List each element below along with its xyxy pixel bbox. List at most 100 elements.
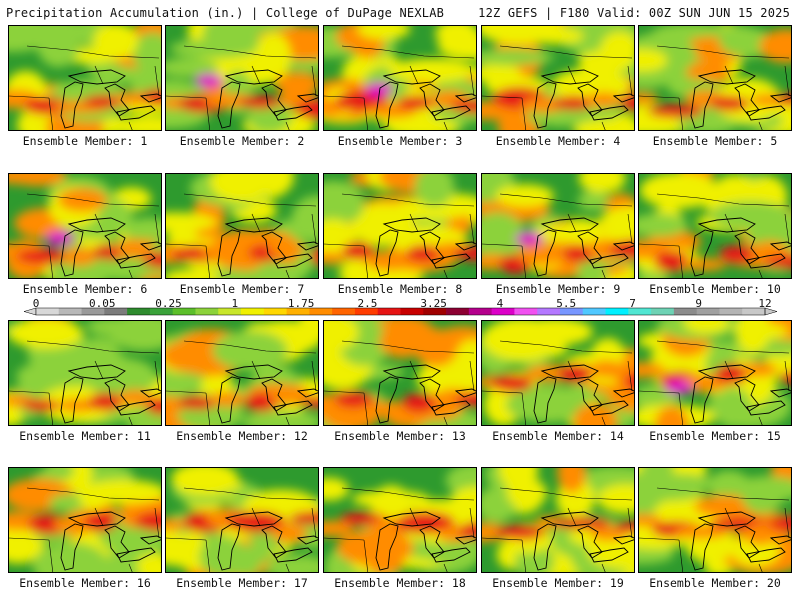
- colorbar-segment: [172, 308, 196, 315]
- precipitation-map: [323, 467, 477, 573]
- ensemble-panel: Ensemble Member: 8: [323, 173, 477, 298]
- colorbar-tick-label: 0: [32, 297, 40, 310]
- precipitation-map: [8, 320, 162, 426]
- precipitation-map: [8, 467, 162, 573]
- ensemble-panel: Ensemble Member: 1: [8, 25, 162, 150]
- ensemble-panel: Ensemble Member: 20: [638, 467, 792, 592]
- precipitation-map: [165, 320, 319, 426]
- precipitation-map: [323, 320, 477, 426]
- model-run-info: 12Z GEFS | F180 Valid: 00Z SUN JUN 15 20…: [478, 6, 790, 20]
- colorbar-segment: [605, 308, 629, 315]
- colorbar-segment: [468, 308, 493, 315]
- ensemble-member-label: Ensemble Member: 15: [649, 429, 781, 443]
- ensemble-member-label: Ensemble Member: 6: [22, 282, 148, 296]
- colorbar-segment: [491, 308, 515, 315]
- ensemble-member-label: Ensemble Member: 1: [22, 134, 148, 148]
- ensemble-member-label: Ensemble Member: 20: [649, 576, 781, 590]
- colorbar-segment: [423, 308, 447, 315]
- colorbar-segment: [127, 308, 151, 315]
- colorbar-tick-label: 2.5: [357, 297, 378, 310]
- ensemble-member-label: Ensemble Member: 13: [334, 429, 466, 443]
- precipitation-map: [638, 25, 792, 131]
- colorbar-segment: [696, 308, 720, 315]
- ensemble-member-label: Ensemble Member: 11: [19, 429, 151, 443]
- colorbar-segment: [537, 308, 561, 315]
- page-title: Precipitation Accumulation (in.) | Colle…: [6, 6, 445, 20]
- colorbar-segment: [286, 308, 310, 315]
- precipitation-map: [638, 320, 792, 426]
- colorbar-segment: [582, 308, 606, 315]
- colorbar-segment: [651, 308, 675, 315]
- ensemble-panel: Ensemble Member: 16: [8, 467, 162, 592]
- ensemble-member-label: Ensemble Member: 8: [337, 282, 463, 296]
- colorbar-segment: [673, 308, 698, 315]
- ensemble-member-label: Ensemble Member: 10: [649, 282, 781, 296]
- colorbar-segment: [309, 308, 333, 315]
- ensemble-panel: Ensemble Member: 12: [165, 320, 319, 445]
- colorbar-segment: [559, 308, 584, 315]
- precipitation-map: [481, 25, 635, 131]
- ensemble-panel: Ensemble Member: 7: [165, 173, 319, 298]
- ensemble-panel: Ensemble Member: 17: [165, 467, 319, 592]
- ensemble-member-label: Ensemble Member: 7: [179, 282, 305, 296]
- ensemble-member-label: Ensemble Member: 3: [337, 134, 463, 148]
- ensemble-panel: Ensemble Member: 9: [481, 173, 635, 298]
- ensemble-panel: Ensemble Member: 2: [165, 25, 319, 150]
- ensemble-member-label: Ensemble Member: 4: [495, 134, 621, 148]
- precipitation-map: [323, 25, 477, 131]
- colorbar-tick-label: 1: [231, 297, 239, 310]
- ensemble-member-label: Ensemble Member: 12: [176, 429, 308, 443]
- precipitation-map: [165, 25, 319, 131]
- ensemble-panel: Ensemble Member: 10: [638, 173, 792, 298]
- colorbar-segment: [354, 308, 379, 315]
- colorbar-segment: [446, 308, 470, 315]
- precipitation-map: [8, 25, 162, 131]
- ensemble-panel: Ensemble Member: 11: [8, 320, 162, 445]
- precipitation-map: [165, 173, 319, 279]
- precipitation-map: [165, 467, 319, 573]
- ensemble-member-label: Ensemble Member: 18: [334, 576, 466, 590]
- colorbar-tick-label: 3.25: [420, 297, 447, 310]
- colorbar-segment: [742, 308, 766, 315]
- ensemble-panel: Ensemble Member: 5: [638, 25, 792, 150]
- precipitation-map: [481, 320, 635, 426]
- colorbar-tick-label: 5.5: [556, 297, 577, 310]
- ensemble-member-label: Ensemble Member: 16: [19, 576, 151, 590]
- colorbar-segment: [81, 308, 105, 315]
- colorbar-segment: [263, 308, 287, 315]
- colorbar-segment: [58, 308, 82, 315]
- colorbar-segment: [400, 308, 424, 315]
- colorbar-tick-label: 12: [758, 297, 772, 310]
- ensemble-panel: Ensemble Member: 6: [8, 173, 162, 298]
- ensemble-panel: Ensemble Member: 18: [323, 467, 477, 592]
- ensemble-member-label: Ensemble Member: 14: [492, 429, 624, 443]
- colorbar-segment: [628, 308, 652, 315]
- ensemble-panel: Ensemble Member: 3: [323, 25, 477, 150]
- colorbar-segment: [241, 308, 265, 315]
- colorbar-segment: [719, 308, 743, 315]
- precipitation-map: [323, 173, 477, 279]
- colorbar-segment: [377, 308, 401, 315]
- ensemble-member-label: Ensemble Member: 5: [652, 134, 778, 148]
- colorbar-tick-label: 9: [695, 297, 702, 310]
- colorbar-segment: [104, 308, 128, 315]
- colorbar-tick-label: 1.75: [287, 297, 315, 310]
- ensemble-member-label: Ensemble Member: 2: [179, 134, 305, 148]
- colorbar-segment: [149, 308, 174, 315]
- colorbar-tick-label: 0.05: [89, 297, 116, 310]
- colorbar-segment: [195, 308, 219, 315]
- ensemble-panel: Ensemble Member: 15: [638, 320, 792, 445]
- colorbar-tick-label: 4: [496, 297, 504, 310]
- precipitation-map: [481, 173, 635, 279]
- precipitation-map: [481, 467, 635, 573]
- colorbar-tick-label: 0.25: [155, 297, 182, 310]
- ensemble-panel: Ensemble Member: 13: [323, 320, 477, 445]
- ensemble-member-label: Ensemble Member: 19: [492, 576, 624, 590]
- ensemble-panel: Ensemble Member: 14: [481, 320, 635, 445]
- colorbar-segment: [218, 308, 242, 315]
- precipitation-map: [638, 173, 792, 279]
- precipitation-map: [8, 173, 162, 279]
- colorbar-segment: [332, 308, 356, 315]
- ensemble-panel: Ensemble Member: 4: [481, 25, 635, 150]
